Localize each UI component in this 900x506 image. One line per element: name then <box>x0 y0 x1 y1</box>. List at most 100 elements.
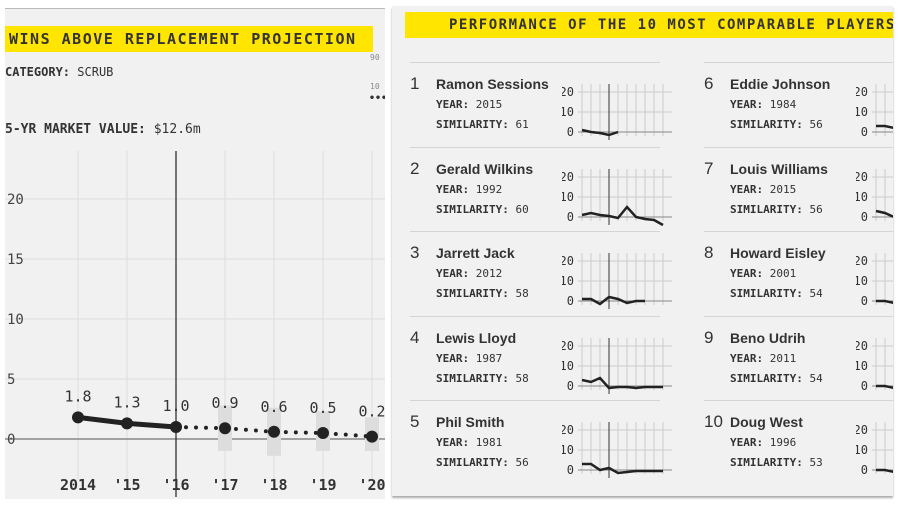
similarity-label: SIMILARITY: <box>436 118 509 131</box>
spark-tick-label: 0 <box>567 125 574 139</box>
player-year: YEAR: 2015 <box>436 98 502 111</box>
player-similarity: SIMILARITY: 56 <box>436 456 529 469</box>
spark-tick-label: 10 <box>856 359 868 373</box>
comparable-player-row: 1 Ramon Sessions YEAR: 2015 SIMILARITY: … <box>410 72 672 156</box>
player-rank: 6 <box>704 74 714 93</box>
player-rank: 4 <box>410 327 420 347</box>
similarity-value: 58 <box>515 371 529 385</box>
player-rank: 2 <box>410 158 420 178</box>
spark-war-line <box>582 295 645 306</box>
year-label: YEAR: <box>436 267 470 280</box>
year-value: 1981 <box>475 436 503 449</box>
player-year: YEAR: 2012 <box>436 267 502 280</box>
similarity-value: 58 <box>515 287 529 300</box>
spark-tick-label: 20 <box>856 254 868 268</box>
data-label: 1.3 <box>113 393 140 411</box>
comparable-player-row: 7 Louis Williams YEAR: 2015 SIMILARITY: … <box>704 157 893 241</box>
spark-tick-label: 10 <box>856 443 868 457</box>
player-year: YEAR: 1981 <box>436 436 502 449</box>
x-tick-label: '17 <box>211 476 238 494</box>
data-label: 0.5 <box>309 399 336 417</box>
data-label: 1.8 <box>64 387 91 405</box>
spark-tick-label: 0 <box>567 379 574 393</box>
similarity-value: 56 <box>809 118 823 131</box>
y-tick-label: 15 <box>7 252 24 268</box>
row-divider <box>704 315 893 317</box>
market-value-amount: $12.6m <box>153 122 201 137</box>
spark-war-line <box>582 462 663 475</box>
row-divider <box>410 62 660 63</box>
player-year: YEAR: 1984 <box>730 98 796 111</box>
player-year: YEAR: 2001 <box>730 267 796 280</box>
similarity-label: SIMILARITY: <box>730 118 803 131</box>
spark-tick-label: 0 <box>861 294 868 308</box>
similarity-label: SIMILARITY: <box>436 202 509 216</box>
spark-tick-label: 0 <box>567 210 574 224</box>
data-point <box>366 430 378 443</box>
player-similarity: SIMILARITY: 54 <box>730 287 823 300</box>
row-divider <box>704 62 893 63</box>
data-point <box>72 411 84 424</box>
player-name: Phil Smith <box>436 414 505 430</box>
war-sparkline: 20 10 0 <box>856 168 893 224</box>
war-sparkline: 20 10 0 <box>856 422 893 477</box>
player-similarity: SIMILARITY: 54 <box>730 372 823 385</box>
player-name: Jarrett Jack <box>436 245 515 261</box>
row-divider <box>410 400 660 401</box>
x-tick-label: '20 <box>358 476 385 494</box>
player-rank: 8 <box>704 243 714 262</box>
similarity-label: SIMILARITY: <box>436 287 509 300</box>
player-rank: 7 <box>704 158 714 178</box>
war-sparkline: 20 10 0 <box>856 337 893 393</box>
legend-dotted-icon: ••• <box>369 93 385 104</box>
data-label: 0.2 <box>358 403 385 421</box>
y-tick-label: 5 <box>7 372 15 388</box>
spark-tick-label: 20 <box>562 423 574 437</box>
similarity-label: SIMILARITY: <box>730 371 803 385</box>
player-year: YEAR: 1996 <box>730 436 796 449</box>
year-label: YEAR: <box>730 98 764 111</box>
spark-war-line <box>581 375 663 389</box>
year-label: YEAR: <box>730 267 764 280</box>
similarity-value: 54 <box>809 287 823 300</box>
comparable-player-row: 5 Phil Smith YEAR: 1981 SIMILARITY: 56 20… <box>410 410 672 494</box>
spark-tick-label: 20 <box>562 85 574 99</box>
war-sparkline: 20 10 0 <box>562 337 672 394</box>
war-sparkline: 20 10 0 <box>562 253 672 309</box>
player-rank: 5 <box>410 412 420 431</box>
war-sparkline: 20 10 0 <box>562 168 672 226</box>
similarity-value: 56 <box>515 456 529 469</box>
player-rank: 9 <box>704 327 714 347</box>
panel-title: PERFORMANCE OF THE 10 MOST COMPARABLE PL… <box>405 12 893 38</box>
war-sparkline: 20 10 0 <box>562 422 672 478</box>
year-label: YEAR: <box>436 98 470 111</box>
comparable-player-row: 8 Howard Eisley YEAR: 2001 SIMILARITY: 5… <box>704 241 893 325</box>
spark-war-line <box>876 124 893 130</box>
spark-tick-label: 0 <box>567 294 574 308</box>
similarity-label: SIMILARITY: <box>436 371 509 385</box>
similarity-label: SIMILARITY: <box>730 287 803 300</box>
war-sparkline: 20 10 0 <box>856 84 893 139</box>
panel-title: WINS ABOVE REPLACEMENT PROJECTION <box>5 26 373 52</box>
player-similarity: SIMILARITY: 61 <box>436 118 529 131</box>
data-label: 1.0 <box>162 397 189 415</box>
player-name: Louis Williams <box>730 160 828 177</box>
war-sparkline: 20 10 0 <box>856 253 893 308</box>
player-name: Gerald Wilkins <box>436 160 534 177</box>
similarity-label: SIMILARITY: <box>436 456 509 469</box>
similarity-value: 53 <box>809 456 823 469</box>
similarity-value: 61 <box>515 118 529 131</box>
row-divider <box>410 315 660 317</box>
spark-tick-label: 10 <box>856 190 868 204</box>
spark-tick-label: 10 <box>562 190 574 204</box>
data-label: 0.6 <box>260 398 287 416</box>
year-value: 2001 <box>769 267 797 280</box>
spark-tick-label: 20 <box>562 254 574 268</box>
data-point <box>170 421 182 433</box>
y-tick-label: 0 <box>7 432 15 448</box>
spark-tick-label: 20 <box>856 85 868 99</box>
spark-war-line <box>581 128 619 137</box>
player-rank: 10 <box>704 412 723 431</box>
spark-tick-label: 0 <box>861 463 868 477</box>
x-tick-label: '19 <box>309 476 336 494</box>
